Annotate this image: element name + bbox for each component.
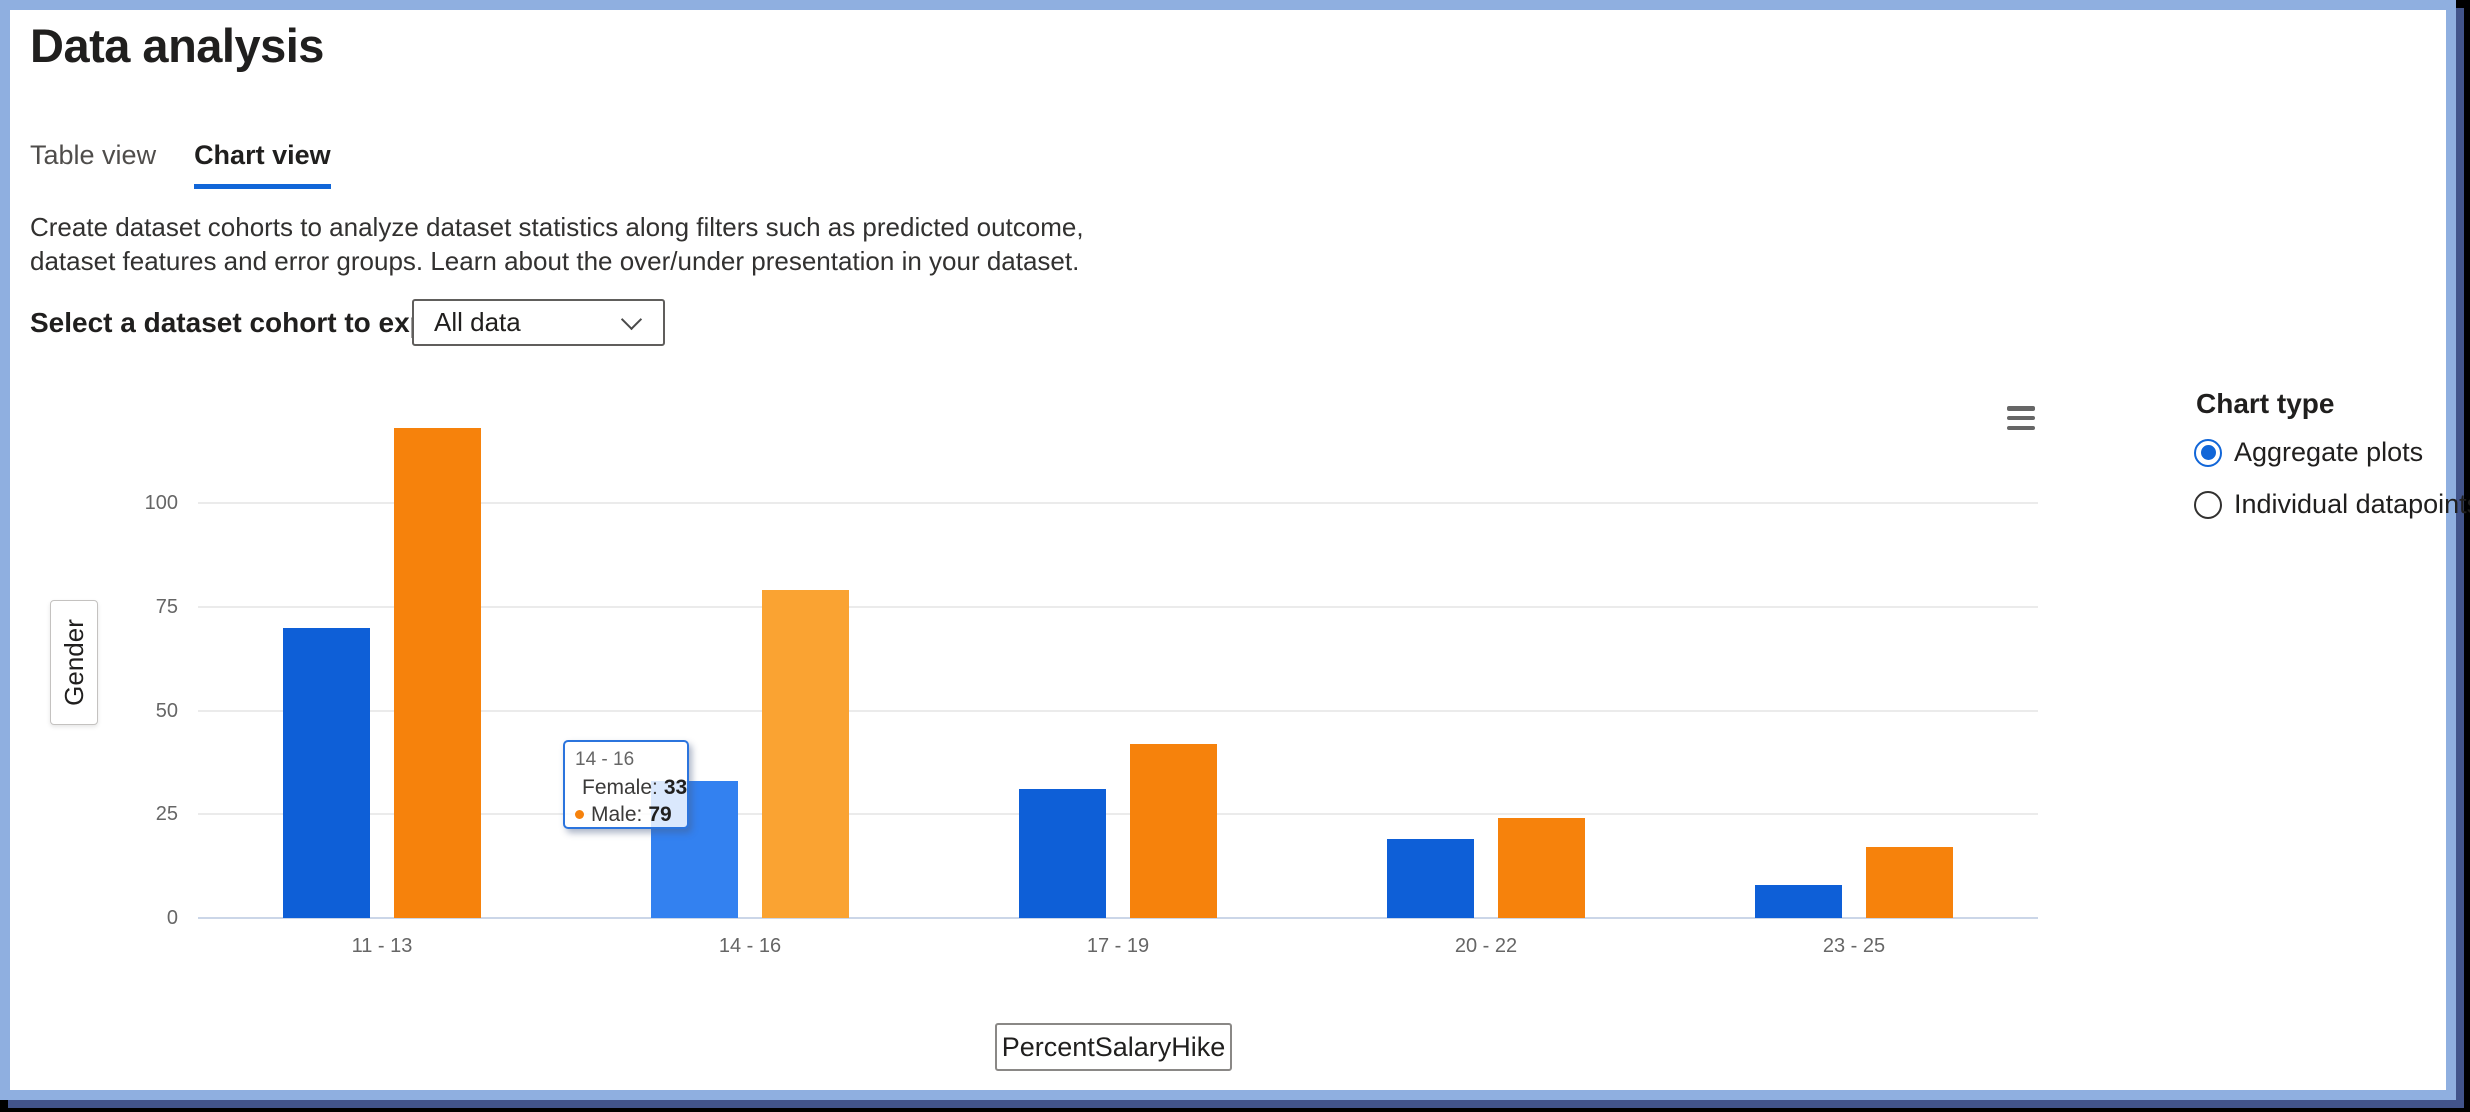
y-tick-label: 25 [155, 803, 178, 826]
cohort-dropdown[interactable]: All data [412, 299, 665, 346]
tooltip-series-value: 79 [648, 802, 672, 826]
gridline [198, 605, 2038, 608]
gridline [198, 709, 2038, 712]
chart-type-title: Chart type [2196, 388, 2335, 419]
bar-female-11-13[interactable] [283, 627, 370, 918]
y-axis-feature-label: Gender [58, 619, 89, 706]
y-tick-label: 0 [166, 907, 178, 929]
tooltip-series-label: Male: [591, 802, 643, 826]
male-series-dot-icon [575, 810, 584, 819]
chart-tooltip: 14 - 16 Female: 33 Male: 79 [563, 740, 689, 829]
tooltip-category: 14 - 16 [575, 749, 635, 770]
bar-male-20-22[interactable] [1498, 818, 1585, 918]
tooltip-series-value: 33 [663, 775, 688, 799]
aggregate-bar-chart: 0 25 50 75 100 11 - 13 14 - 16 17 - 19 20 - 22 23… [10, 10, 2446, 1090]
tab-table-view[interactable]: Table view [30, 140, 157, 170]
radio-selected-icon [2194, 438, 2222, 467]
bar-female-17-19[interactable] [1019, 789, 1106, 918]
page-title: Data analysis [30, 19, 324, 72]
x-tick-label: 17 - 19 [1086, 935, 1150, 957]
x-tick-label: 11 - 13 [351, 935, 413, 957]
tooltip-row-male: Male: 79 [575, 801, 687, 828]
gridline [198, 502, 2038, 504]
tooltip-series-label: Female: [582, 775, 658, 799]
radio-aggregate-plots[interactable]: Aggregate plots [2194, 437, 2423, 468]
cohort-description-text: Create dataset cohorts to analyze datase… [30, 212, 1084, 276]
gridline [198, 813, 2038, 816]
tooltip-row-female: Female: 33 [575, 774, 687, 801]
bar-female-23-25[interactable] [1755, 884, 1842, 918]
x-axis-feature-button[interactable]: PercentSalaryHike [995, 1023, 1232, 1071]
chart-menu-button[interactable] [2007, 406, 2035, 430]
y-axis-feature-button[interactable]: Gender [50, 600, 98, 725]
radio-individual-datapoints[interactable]: Individual datapoints [2194, 489, 2470, 520]
y-tick-label: 100 [144, 492, 178, 514]
x-tick-label: 20 - 22 [1454, 935, 1518, 957]
data-analysis-page: Data analysis Table view Chart view Crea… [10, 10, 2470, 1090]
x-tick-label: 14 - 16 [718, 935, 782, 957]
view-tabs: Table view Chart view [30, 140, 331, 189]
cohort-dropdown-value: All data [434, 307, 521, 337]
y-tick-label: 50 [155, 699, 178, 722]
x-tick-label: 23 - 25 [1822, 935, 1886, 957]
y-tick-label: 75 [155, 595, 178, 618]
hamburger-menu-icon [2007, 406, 2035, 411]
bar-male-11-13[interactable] [394, 428, 481, 918]
bar-male-23-25[interactable] [1866, 847, 1953, 918]
gridline [198, 917, 2038, 919]
bar-male-17-19[interactable] [1130, 743, 1217, 918]
radio-unselected-icon [2194, 490, 2222, 519]
cohort-selector-label: Select a dataset cohort to explore [30, 307, 479, 338]
bar-female-20-22[interactable] [1387, 839, 1474, 918]
bar-male-14-16[interactable] [762, 590, 849, 918]
tab-chart-view[interactable]: Chart view [194, 140, 331, 189]
